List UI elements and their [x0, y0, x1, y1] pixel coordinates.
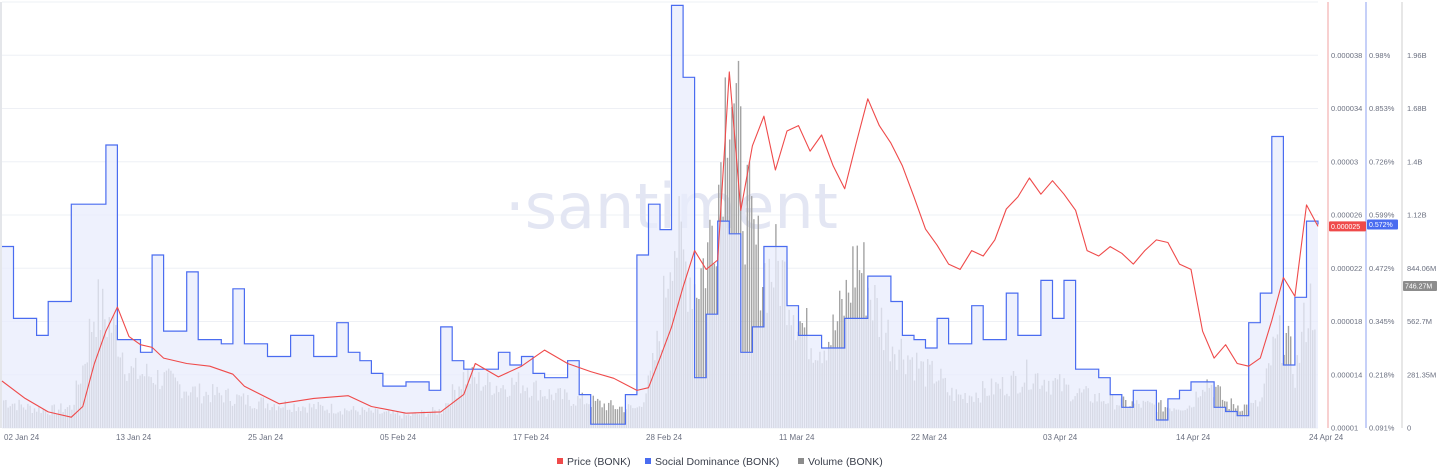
x-tick-label: 24 Apr 24: [1309, 433, 1344, 442]
price-tick-label: 0.000034: [1331, 104, 1362, 113]
social-tick-label: 0.091%: [1369, 424, 1395, 433]
x-tick-label: 28 Feb 24: [646, 433, 683, 442]
volume-bar: [599, 400, 601, 428]
volume-current-badge-text: 746.27M: [1405, 284, 1432, 291]
volume-bar: [619, 406, 621, 428]
volume-bar: [751, 196, 753, 428]
volume-tick-label: 281.35M: [1407, 370, 1436, 379]
x-tick-label: 17 Feb 24: [513, 433, 550, 442]
volume-bar: [748, 162, 751, 428]
social-current-badge-text: 0.572%: [1369, 222, 1393, 229]
volume-bar: [700, 268, 702, 428]
volume-bar: [704, 288, 707, 428]
volume-bar: [702, 258, 704, 428]
price-tick-label: 0.000026: [1331, 211, 1362, 220]
volume-bar: [698, 299, 700, 428]
price-tick-label: 0.000014: [1331, 370, 1362, 379]
x-tick-label: 02 Jan 24: [4, 433, 40, 442]
volume-bar: [594, 400, 597, 428]
legend: Price (BONK) Social Dominance (BONK) Volum…: [557, 456, 883, 468]
social-tick-label: 0.853%: [1369, 104, 1395, 113]
price-series: [1, 71, 1319, 418]
volume-bar: [605, 410, 608, 428]
volume-tick-label: 0: [1407, 424, 1411, 433]
x-tick-label: 03 Apr 24: [1043, 433, 1078, 442]
volume-current-badge-bg: [1403, 281, 1437, 291]
volume-bar: [757, 215, 759, 428]
volume-bar: [621, 406, 623, 428]
current-value-badges: 0.000025 0.572% 746.27M: [1329, 219, 1437, 291]
price-tick-label: 0.00001: [1331, 424, 1358, 433]
x-tick-label: 14 Apr 24: [1176, 433, 1211, 442]
volume-tick-label: 1.12B: [1407, 211, 1427, 220]
x-tick-label: 25 Jan 24: [248, 433, 284, 442]
price-line: [1, 71, 1319, 418]
social-tick-label: 0.218%: [1369, 370, 1395, 379]
price-tick-label: 0.000022: [1331, 264, 1362, 273]
volume-bar: [623, 412, 625, 428]
social-tick-label: 0.726%: [1369, 157, 1395, 166]
volume-bar: [610, 400, 612, 428]
x-tick-label: 22 Mar 24: [911, 433, 948, 442]
social-tick-label: 0.599%: [1369, 211, 1395, 220]
social-tick-label: 0.345%: [1369, 317, 1395, 326]
volume-tick-label: 1.4B: [1407, 157, 1422, 166]
social-current-badge-bg: [1367, 219, 1398, 230]
social-tick-label: 0.98%: [1369, 51, 1391, 60]
volume-bar: [614, 409, 616, 428]
volume-bar: [746, 164, 748, 429]
price-tick-label: 0.00003: [1331, 157, 1358, 166]
legend-swatch: [557, 458, 563, 464]
x-tick-label: 05 Feb 24: [380, 433, 417, 442]
volume-bar: [1164, 407, 1166, 428]
volume-bar: [592, 395, 594, 428]
social-tick-label: 0.472%: [1369, 264, 1395, 273]
legend-swatch: [798, 458, 804, 464]
legend-label: Social Dominance (BONK): [655, 456, 779, 468]
axes: 0.000010.0000140.0000180.0000220.0000260…: [0, 2, 1436, 442]
volume-bar: [1158, 402, 1160, 428]
volume-bar: [616, 409, 619, 428]
price-current-badge-bg: [1329, 221, 1366, 232]
x-tick-label: 13 Jan 24: [116, 433, 152, 442]
legend-swatch: [645, 458, 651, 464]
volume-bar: [608, 402, 610, 428]
volume-tick-label: 1.68B: [1407, 104, 1427, 113]
volume-bar: [597, 398, 599, 428]
volume-bar: [742, 231, 744, 428]
volume-bar: [1217, 385, 1219, 428]
price-tick-label: 0.000018: [1331, 317, 1362, 326]
volume-tick-label: 1.96B: [1407, 51, 1427, 60]
volume-bar: [603, 403, 605, 428]
volume-tick-label: 844.06M: [1407, 264, 1436, 273]
price-tick-label: 0.000038: [1331, 51, 1362, 60]
volume-bar: [753, 219, 755, 428]
legend-label: Price (BONK): [567, 456, 631, 468]
volume-bar: [1160, 400, 1162, 428]
volume-bar: [612, 405, 614, 428]
volume-tick-label: 562.7M: [1407, 317, 1432, 326]
volume-bar: [744, 264, 746, 428]
price-current-badge-text: 0.000025: [1331, 224, 1360, 231]
volume-bar: [696, 297, 698, 428]
volume-bar: [601, 407, 603, 428]
x-tick-label: 11 Mar 24: [779, 433, 815, 442]
legend-label: Volume (BONK): [808, 456, 883, 468]
social-dominance-series: [2, 4, 1319, 429]
social-dominance-line: [2, 4, 1319, 425]
